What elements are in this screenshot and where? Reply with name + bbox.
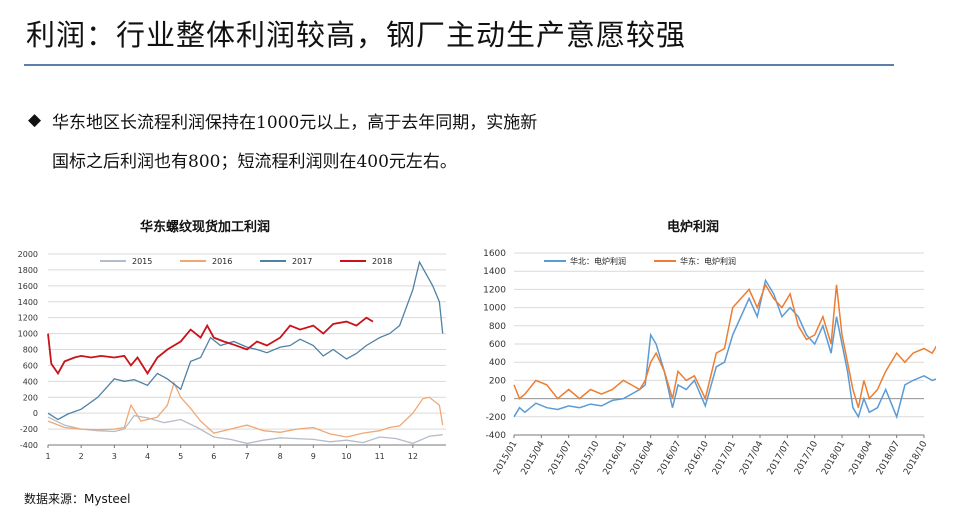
chart1-legend-label: 2017 bbox=[292, 257, 312, 266]
chart2-y-tick: -200 bbox=[486, 413, 507, 423]
chart2-x-tick: 2018/01 bbox=[820, 440, 847, 477]
chart2-series-1 bbox=[513, 283, 936, 408]
chart2-y-tick: 1000 bbox=[483, 304, 506, 314]
chart2-legend-label: 华北：电炉利润 bbox=[570, 256, 626, 266]
chart2-x-tick: 2016/01 bbox=[602, 440, 629, 477]
chart1-x-tick: 12 bbox=[408, 452, 418, 461]
chart1-y-tick: 200 bbox=[23, 393, 38, 402]
chart1-series-2016 bbox=[47, 381, 444, 438]
chart1-y-tick: 1400 bbox=[18, 298, 38, 307]
chart2-x-tick: 2018/10 bbox=[902, 439, 929, 477]
chart2-y-tick: -400 bbox=[486, 431, 507, 441]
chart1-plot: -400 -200 0 200 400 600 800 1000 1200 1400 1600 180… bbox=[18, 250, 446, 461]
summary-line-2: 国标之后利润也有800；短流程利润则在400元左右。 bbox=[52, 152, 457, 172]
chart1-legend-label: 2018 bbox=[372, 257, 392, 266]
chart2-x-tick: 2018/07 bbox=[875, 440, 902, 477]
chart2-x-tick: 2016/07 bbox=[656, 440, 683, 477]
chart2-x-tick: 2018/04 bbox=[848, 439, 875, 477]
chart2-x-tick: 2017/04 bbox=[738, 439, 765, 477]
chart1-x-tick: 3 bbox=[112, 452, 117, 461]
chart2-y-tick: 800 bbox=[489, 322, 506, 332]
chart2-legend-label: 华东：电炉利润 bbox=[680, 256, 736, 266]
chart2-x-tick: 2017/10 bbox=[793, 439, 820, 477]
chart1-title: 华东螺纹现货加工利润 bbox=[140, 220, 271, 235]
chart1-x-tick: 7 bbox=[244, 452, 249, 461]
chart2-plot: -400 -200 0 200 400 600 800 1000 1200 1400 1600 201… bbox=[483, 249, 936, 477]
chart2-y-tick: 1600 bbox=[483, 249, 506, 259]
chart2-y-tick: 0 bbox=[500, 395, 506, 405]
chart1-y-tick: 600 bbox=[23, 361, 38, 370]
chart1-series-2015 bbox=[47, 414, 443, 445]
chart1-y-tick: -400 bbox=[20, 441, 38, 450]
chart2-y-tick: 400 bbox=[489, 358, 506, 368]
chart1-y-tick: 1200 bbox=[18, 314, 38, 323]
chart1-x-tick: 6 bbox=[211, 452, 216, 461]
chart1-x-tick: 8 bbox=[278, 452, 283, 461]
chart1-y-tick: 2000 bbox=[18, 250, 38, 259]
chart1-x-tick: 4 bbox=[145, 452, 150, 461]
chart2-x-tick: 2015/04 bbox=[520, 439, 547, 477]
chart1-x-tick: 11 bbox=[375, 452, 385, 461]
bullet-diamond-icon: ◆ bbox=[28, 110, 42, 130]
chart2-y-tick: 200 bbox=[489, 376, 506, 386]
chart1-x-tick: 2 bbox=[79, 452, 84, 461]
chart2-x-tick: 2015/01 bbox=[492, 440, 519, 477]
chart1-y-tick: -200 bbox=[20, 425, 38, 434]
chart2-y-tick: 1200 bbox=[483, 285, 506, 295]
chart1-y-tick: 400 bbox=[23, 377, 38, 386]
summary-line-1: 华东地区长流程利润保持在1000元以上，高于去年同期，实施新 bbox=[52, 113, 538, 133]
chart1-x-tick: 5 bbox=[178, 452, 183, 461]
title-divider bbox=[24, 64, 894, 66]
chart2-series-0 bbox=[513, 278, 936, 420]
chart2-title: 电炉利润 bbox=[667, 220, 720, 235]
chart2-x-tick: 2015/10 bbox=[574, 439, 601, 477]
data-source: 数据来源：Mysteel bbox=[24, 492, 131, 506]
chart1-legend-label: 2015 bbox=[132, 257, 152, 266]
chart2-x-tick: 2017/07 bbox=[766, 440, 793, 477]
chart2-y-tick: 1400 bbox=[483, 267, 506, 277]
chart2-x-tick: 2016/10 bbox=[684, 439, 711, 477]
chart1-legend-label: 2016 bbox=[212, 257, 232, 266]
chart2-x-tick: 2015/07 bbox=[547, 440, 574, 477]
chart1-y-tick: 0 bbox=[33, 409, 38, 418]
chart1-y-tick: 1000 bbox=[18, 330, 38, 339]
chart2-x-tick: 2016/04 bbox=[629, 439, 656, 477]
chart1-y-tick: 800 bbox=[23, 346, 38, 355]
chart1-series-2017 bbox=[47, 260, 444, 421]
chart1-x-tick: 1 bbox=[45, 452, 50, 461]
chart2-x-tick: 2017/01 bbox=[711, 440, 738, 477]
chart1-x-tick: 10 bbox=[341, 452, 351, 461]
page-title: 利润：行业整体利润较高，钢厂主动生产意愿较强 bbox=[26, 18, 687, 52]
chart1-y-tick: 1600 bbox=[18, 282, 38, 291]
chart1-y-tick: 1800 bbox=[18, 266, 38, 275]
chart1-series-2018 bbox=[47, 316, 374, 376]
chart1-x-tick: 9 bbox=[311, 452, 316, 461]
chart2-y-tick: 600 bbox=[489, 340, 506, 350]
